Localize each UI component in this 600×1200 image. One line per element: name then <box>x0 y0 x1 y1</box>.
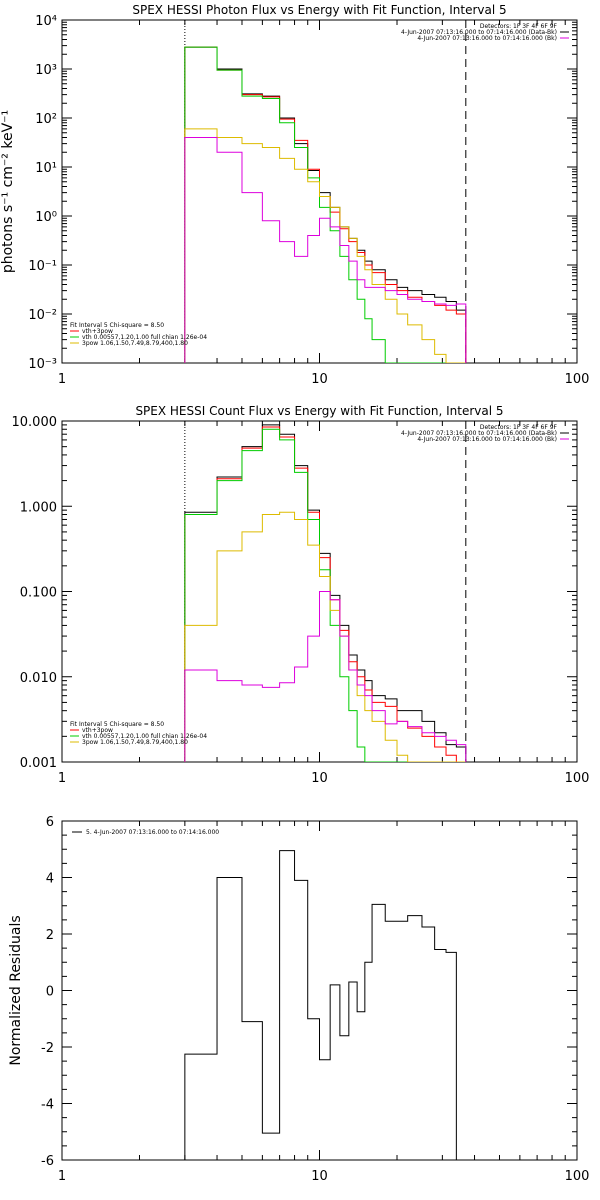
series-line-1 <box>184 850 466 1160</box>
y-tick-label: 10⁻³ <box>28 357 57 372</box>
y-tick-label: 0 <box>46 985 54 1000</box>
legend-top-right: Detectors: 1F 3F 4F 6F 9F4-Jun-2007 07:1… <box>401 23 569 42</box>
chart-panel-2: SPEX HESSI Count Flux vs Energy with Fit… <box>12 404 590 786</box>
y-tick-label: 10⁴ <box>35 14 57 29</box>
legend-top-right: Detectors: 1F 3F 4F 6F 9F4-Jun-2007 07:1… <box>401 424 569 443</box>
legend-text: Fit Interval 5 Chi-square = 8.50 <box>70 721 164 728</box>
legend-text: vth+3pow <box>82 727 113 734</box>
y-tick-label: -6 <box>41 1154 54 1169</box>
x-tick-label: 100 <box>565 372 590 387</box>
x-tick-label: 1 <box>58 1169 66 1184</box>
series-line-1 <box>184 46 467 363</box>
y-axis: -6 -4 -2 0 2 4 6 <box>41 815 577 1169</box>
y-tick-label: -2 <box>41 1041 54 1056</box>
legend-text: vth+3pow <box>82 328 113 335</box>
series-line-5 <box>184 591 467 762</box>
x-axis: 1 10 100 <box>58 821 590 1184</box>
legend-text: vth 0.00557,1.20,1.00 full chian 1.26e-0… <box>82 334 207 341</box>
y-tick-label: 10² <box>35 112 57 127</box>
y-tick-label: 10³ <box>35 63 57 78</box>
y-tick-label: -4 <box>41 1098 54 1113</box>
legend-bottom-left: Fit Interval 5 Chi-square = 8.50vth+3pow… <box>70 322 207 347</box>
series-line-2 <box>184 46 467 363</box>
y-axis-label: Normalized Residuals <box>8 915 24 1065</box>
y-tick-label: 2 <box>46 928 54 943</box>
x-tick-label: 10 <box>311 1169 328 1184</box>
series-line-4 <box>184 511 466 762</box>
series-group <box>184 46 467 363</box>
x-axis: 1 10 100 <box>58 421 590 786</box>
legend-text: 4-Jun-2007 07:13:16.000 to 07:14:16.000 … <box>401 29 557 36</box>
y-tick-label: 0.010 <box>20 671 57 686</box>
y-axis: 10⁻³ 10⁻² 10⁻¹ 10⁰ 10¹ 10² 10³ 10⁴ <box>28 14 577 372</box>
legend-text: 3pow 1.06,1.50,7.49,8.79,400,1.80 <box>82 739 188 746</box>
x-tick-label: 10 <box>311 771 328 786</box>
legend-bottom-left: Fit Interval 5 Chi-square = 8.50vth+3pow… <box>70 721 207 746</box>
y-tick-label: 10⁰ <box>35 210 57 225</box>
legend-text: 5. 4-Jun-2007 07:13:16.000 to 07:14:16.0… <box>86 829 219 836</box>
x-tick-label: 1 <box>58 372 66 387</box>
x-axis: 1 10 100 <box>58 20 590 387</box>
series-group <box>184 424 467 762</box>
legend-text: Fit Interval 5 Chi-square = 8.50 <box>70 322 164 329</box>
series-line-1 <box>184 424 467 762</box>
y-tick-label: 4 <box>46 872 54 887</box>
y-tick-label: 0.100 <box>20 586 57 601</box>
y-axis-label: photons s⁻¹ cm⁻² keV⁻¹ <box>0 110 16 273</box>
chart-panel-3: 1 10 100 -6 -4 -2 0 2 4 6 Normalized Residuals 5. 4… <box>8 815 589 1184</box>
x-tick-label: 1 <box>58 771 66 786</box>
x-tick-label: 100 <box>565 771 590 786</box>
chart-title: SPEX HESSI Photon Flux vs Energy with Fi… <box>132 3 506 17</box>
legend-text: 4-Jun-2007 07:13:16.000 to 07:14:16.000 … <box>401 430 557 437</box>
y-tick-label: 10⁻¹ <box>28 259 57 274</box>
legend-text: Detectors: 1F 3F 4F 6F 9F <box>480 23 558 30</box>
chart-panel-1: SPEX HESSI Photon Flux vs Energy with Fi… <box>0 3 589 387</box>
x-tick-label: 10 <box>311 372 328 387</box>
y-tick-label: 0.001 <box>20 756 57 771</box>
series-line-3 <box>184 428 466 762</box>
legend-text: Detectors: 1F 3F 4F 6F 9F <box>480 424 558 431</box>
plot-frame <box>61 820 578 1161</box>
legend-text: 4-Jun-2007 07:13:16.000 to 07:14:16.000 … <box>417 35 557 42</box>
y-axis: 0.001 0.010 0.100 1.000 10.000 <box>12 415 577 771</box>
y-tick-label: 10⁻² <box>28 308 57 323</box>
y-tick-label: 10¹ <box>35 161 57 176</box>
series-line-5 <box>184 136 467 363</box>
y-tick-label: 1.000 <box>20 500 57 515</box>
series-line-3 <box>184 46 466 363</box>
y-tick-label: 10.000 <box>12 415 58 430</box>
x-tick-label: 100 <box>565 1169 590 1184</box>
y-tick-label: 6 <box>46 815 54 830</box>
legend-text: 3pow 1.06,1.50,7.49,8.79,400,1.80 <box>82 340 188 347</box>
chart-title: SPEX HESSI Count Flux vs Energy with Fit… <box>135 404 503 418</box>
legend-text: 4-Jun-2007 07:13:16.000 to 07:14:16.000 … <box>417 436 557 443</box>
series-line-4 <box>184 128 466 363</box>
legend-text: vth 0.00557,1.20,1.00 full chian 1.26e-0… <box>82 733 207 740</box>
legend: 5. 4-Jun-2007 07:13:16.000 to 07:14:16.0… <box>72 829 219 836</box>
series-group <box>184 850 466 1160</box>
